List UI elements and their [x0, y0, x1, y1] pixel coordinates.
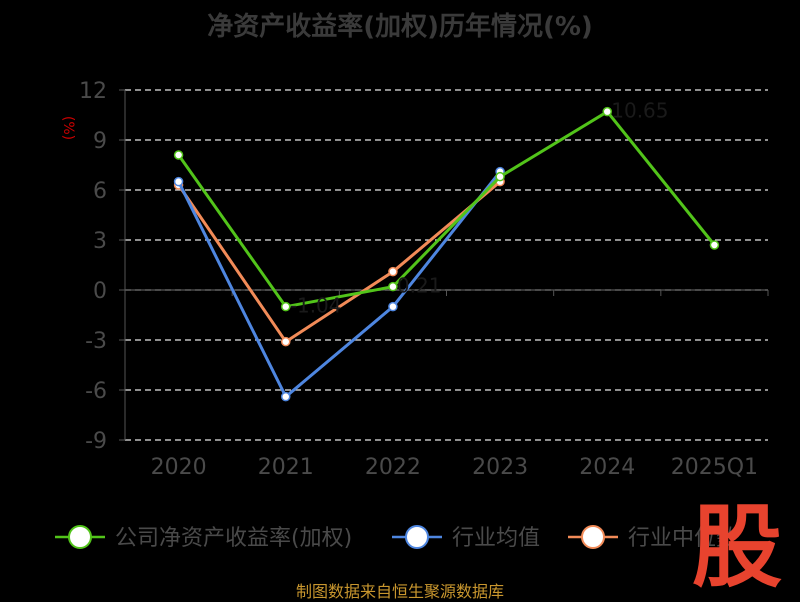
x-tick-label: 2023 [472, 455, 528, 480]
data-point [281, 391, 291, 402]
source-footer: 制图数据来自恒生聚源数据库 [295, 582, 504, 601]
series-group [173, 106, 720, 402]
y-tick-label: 6 [93, 179, 107, 204]
x-tick-label: 2022 [365, 455, 421, 480]
chart-title: 净资产收益率(加权)历年情况(%) [207, 12, 593, 42]
data-point [173, 150, 184, 160]
watermark-logo: 股 [692, 495, 782, 600]
data-label: 10.65 [611, 99, 668, 123]
y-tick-label: -3 [85, 329, 107, 354]
data-point [173, 176, 184, 187]
y-tick-label: 9 [93, 129, 107, 154]
y-tick-label: -9 [85, 429, 107, 454]
data-point [388, 301, 398, 312]
legend-label: 公司净资产收益率(加权) [115, 526, 352, 551]
x-tick-label: 2020 [151, 455, 207, 480]
y-tick-label: 0 [93, 279, 107, 304]
y-axis-label: (%) [60, 116, 76, 140]
data-point [388, 266, 398, 277]
data-label: 0.21 [397, 274, 442, 298]
data-point [388, 281, 398, 292]
data-labels: -1.04 0.21 10.65 [290, 99, 669, 318]
legend-label: 行业中位数 [628, 526, 738, 551]
axes [119, 89, 769, 441]
legend-marker [405, 525, 429, 549]
x-tick-label: 2024 [579, 455, 635, 480]
y-tick-label: 3 [93, 229, 107, 254]
data-point [495, 171, 505, 182]
series-line-1 [177, 170, 502, 399]
y-tick-label: -6 [85, 379, 107, 404]
x-tick-label: 2025Q1 [671, 455, 758, 480]
legend: 公司净资产收益率(加权) 行业均值 行业中位数 [55, 525, 738, 551]
x-tick-labels: 2020 2021 2022 2023 2024 2025Q1 [151, 455, 758, 480]
x-tick-label: 2021 [258, 455, 314, 480]
series-line-2 [177, 180, 502, 344]
series-line-0 [177, 110, 716, 309]
legend-label: 行业均值 [452, 526, 540, 551]
legend-marker [581, 525, 605, 549]
y-tick-labels: 12 9 6 3 0 -3 -6 -9 [79, 79, 107, 454]
y-tick-label: 12 [79, 79, 107, 104]
data-point [602, 106, 612, 117]
data-point [281, 336, 291, 347]
legend-marker [68, 525, 92, 549]
data-label: -1.04 [290, 294, 342, 318]
data-point [709, 240, 720, 250]
data-point [281, 301, 291, 312]
